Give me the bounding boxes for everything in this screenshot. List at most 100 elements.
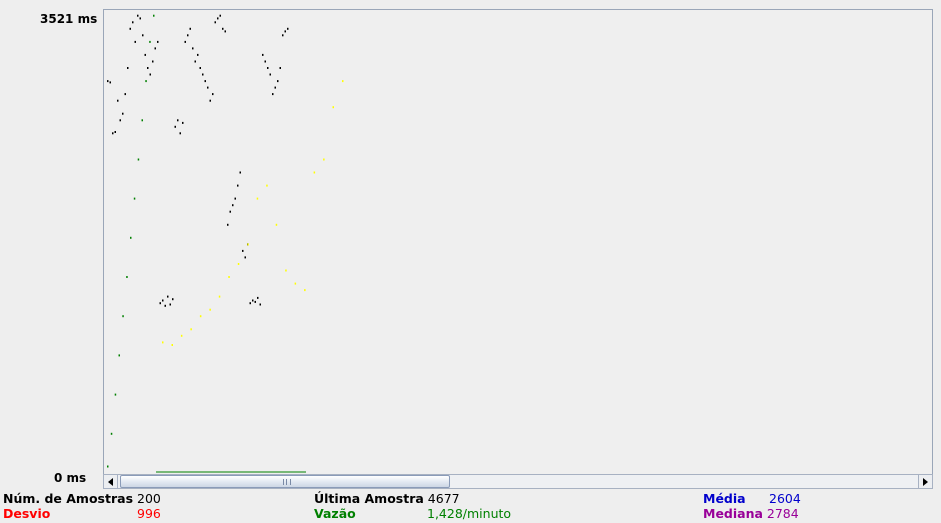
data-point (133, 197, 136, 200)
data-point (107, 80, 109, 83)
y-axis-min-label: 0 ms (54, 471, 87, 485)
data-point (202, 73, 204, 76)
deviation-stat: Desvio (3, 506, 50, 521)
data-point (147, 67, 149, 69)
data-point (239, 171, 241, 174)
data-point (194, 60, 196, 63)
data-point (187, 34, 189, 37)
data-point (114, 393, 117, 396)
data-point (197, 53, 199, 56)
data-point (332, 106, 334, 109)
data-point (229, 210, 231, 213)
average-label: Média (703, 491, 746, 506)
data-point (217, 17, 219, 20)
data-point (139, 17, 141, 20)
data-point (242, 249, 244, 252)
data-point (254, 300, 256, 303)
data-point (126, 276, 128, 278)
data-point (267, 67, 269, 69)
data-point (285, 269, 287, 272)
data-point (157, 40, 159, 43)
data-point (119, 119, 121, 122)
data-point (177, 119, 179, 122)
data-point (118, 354, 120, 357)
median-label: Mediana (703, 506, 763, 521)
data-point (266, 184, 268, 187)
data-point (237, 263, 240, 265)
throughput-stat: Vazão (314, 506, 356, 521)
data-point (110, 432, 113, 435)
median-value: 2784 (766, 506, 799, 521)
samples-value: 200 (137, 491, 161, 506)
data-point (122, 315, 124, 318)
data-point (294, 282, 297, 285)
data-point (218, 295, 221, 298)
data-point (199, 315, 202, 318)
data-point (149, 73, 151, 76)
data-point (164, 304, 166, 307)
data-point (214, 21, 216, 24)
data-point (244, 256, 246, 259)
data-point (149, 40, 151, 43)
average-stat: Média (703, 491, 746, 506)
data-point (172, 298, 174, 301)
data-point (282, 34, 284, 37)
samples-stat: Núm. de Amostras 200 (3, 491, 161, 506)
data-point (109, 81, 111, 84)
data-point (112, 132, 114, 135)
data-point (162, 341, 164, 344)
scroll-left-button[interactable] (104, 475, 118, 488)
data-point (249, 302, 251, 305)
average-value: 2604 (769, 491, 801, 506)
data-point (192, 47, 194, 50)
data-point (247, 243, 249, 246)
data-point (287, 27, 289, 30)
data-point (207, 86, 209, 89)
data-point (137, 158, 140, 161)
data-point (174, 125, 176, 128)
data-point (141, 119, 143, 122)
scatter-plot-svg (107, 14, 344, 473)
data-point (171, 344, 173, 346)
samples-label: Núm. de Amostras (3, 491, 134, 506)
data-point (259, 303, 261, 306)
data-point (277, 80, 279, 83)
data-point (256, 197, 259, 200)
data-point (222, 27, 224, 30)
data-point (167, 295, 169, 298)
data-point (269, 73, 271, 76)
data-point (152, 60, 154, 63)
data-point (184, 40, 186, 43)
data-point (212, 93, 214, 96)
data-point (262, 53, 264, 56)
data-point (154, 47, 156, 50)
data-point (204, 80, 206, 83)
data-point (122, 112, 124, 115)
horizontal-scrollbar[interactable] (103, 474, 933, 489)
scatter-plot-area (103, 9, 933, 488)
data-point (144, 53, 146, 56)
data-point (228, 276, 230, 278)
data-point (179, 132, 181, 135)
data-point (199, 67, 201, 69)
data-point (129, 27, 131, 30)
data-point (145, 80, 147, 83)
data-point (342, 80, 344, 83)
data-point (272, 93, 274, 96)
data-point (124, 93, 126, 96)
data-point (159, 302, 161, 305)
data-point (180, 334, 183, 337)
data-point (127, 67, 129, 69)
scroll-thumb[interactable] (120, 475, 450, 488)
last-sample-stat: Última Amostra 4677 (314, 491, 460, 506)
data-point (232, 204, 234, 207)
y-axis-max-label: 3521 ms (40, 12, 98, 26)
median-stat: Mediana 2784 (703, 506, 799, 521)
data-point (153, 14, 155, 17)
data-point (304, 289, 306, 292)
data-point (209, 308, 211, 311)
data-point (182, 121, 184, 124)
data-point (237, 184, 239, 187)
scroll-right-button[interactable] (918, 475, 932, 488)
data-point (162, 299, 164, 302)
